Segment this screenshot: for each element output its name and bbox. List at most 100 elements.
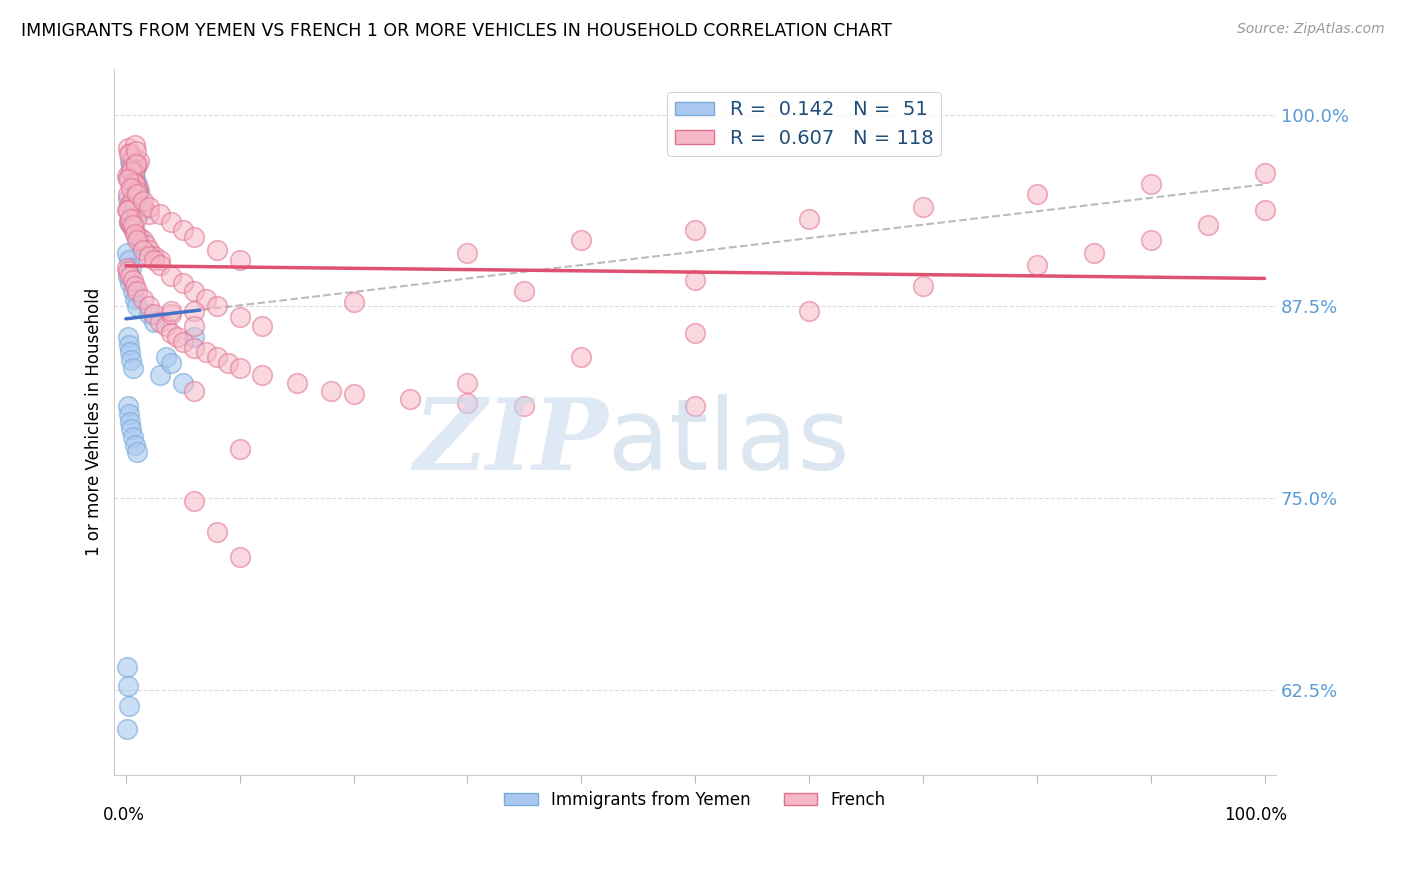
Point <box>118 169 141 183</box>
Point <box>120 153 142 168</box>
Point <box>1139 234 1161 248</box>
Point <box>194 345 217 359</box>
Point <box>143 249 166 263</box>
Point <box>797 211 820 226</box>
Point <box>149 253 172 268</box>
Point <box>124 437 146 451</box>
Point <box>129 238 152 252</box>
Point <box>127 284 149 298</box>
Point <box>120 268 142 283</box>
Point <box>194 292 217 306</box>
Point <box>121 161 143 176</box>
Point <box>121 284 143 298</box>
Point <box>121 430 143 444</box>
Point <box>121 164 143 178</box>
Point <box>132 194 155 208</box>
Point <box>160 268 183 283</box>
Point <box>127 234 149 248</box>
Point <box>160 326 183 340</box>
Point <box>138 307 160 321</box>
Point <box>122 166 145 180</box>
Point <box>120 200 142 214</box>
Point <box>121 261 143 276</box>
Point <box>118 215 141 229</box>
Point <box>117 399 139 413</box>
Point <box>911 279 934 293</box>
Text: Source: ZipAtlas.com: Source: ZipAtlas.com <box>1237 22 1385 37</box>
Point <box>252 319 274 334</box>
Point <box>120 211 142 226</box>
Point <box>117 330 139 344</box>
Point <box>117 192 139 206</box>
Point <box>132 234 155 248</box>
Point <box>132 292 155 306</box>
Point <box>118 147 141 161</box>
Point <box>118 253 141 268</box>
Point <box>319 384 342 398</box>
Point <box>124 138 146 153</box>
Point <box>124 279 146 293</box>
Point <box>122 222 145 236</box>
Point <box>143 315 166 329</box>
Point <box>118 407 141 421</box>
Point <box>456 376 478 391</box>
Point <box>127 445 149 459</box>
Point <box>683 222 706 236</box>
Point <box>911 200 934 214</box>
Point <box>160 304 183 318</box>
Point <box>797 304 820 318</box>
Point <box>117 679 139 693</box>
Point <box>125 157 148 171</box>
Point <box>683 326 706 340</box>
Point <box>120 415 142 429</box>
Point <box>121 151 143 165</box>
Point <box>125 211 148 226</box>
Point <box>155 319 177 334</box>
Point <box>118 215 141 229</box>
Point <box>135 238 157 252</box>
Point <box>138 207 160 221</box>
Point <box>121 218 143 232</box>
Point <box>205 350 228 364</box>
Point <box>115 169 138 183</box>
Point <box>117 187 139 202</box>
Point <box>569 234 592 248</box>
Point <box>121 273 143 287</box>
Point <box>132 243 155 257</box>
Point <box>149 258 172 272</box>
Point <box>342 294 364 309</box>
Point <box>128 230 150 244</box>
Point <box>228 549 250 564</box>
Text: IMMIGRANTS FROM YEMEN VS FRENCH 1 OR MORE VEHICLES IN HOUSEHOLD CORRELATION CHAR: IMMIGRANTS FROM YEMEN VS FRENCH 1 OR MOR… <box>21 22 891 40</box>
Point <box>228 253 250 268</box>
Point <box>121 207 143 221</box>
Point <box>183 319 205 334</box>
Y-axis label: 1 or more Vehicles in Household: 1 or more Vehicles in Household <box>86 287 103 556</box>
Point <box>285 376 308 391</box>
Point <box>1253 166 1275 180</box>
Point <box>128 153 150 168</box>
Point <box>128 184 150 198</box>
Point <box>183 494 205 508</box>
Point <box>217 356 239 370</box>
Point <box>513 399 536 413</box>
Point <box>1139 177 1161 191</box>
Point <box>115 722 138 736</box>
Point <box>1253 202 1275 217</box>
Point <box>118 172 141 186</box>
Point <box>172 222 194 236</box>
Point <box>183 384 205 398</box>
Point <box>149 207 172 221</box>
Point <box>1197 218 1219 232</box>
Point <box>121 218 143 232</box>
Point <box>456 245 478 260</box>
Point <box>118 698 141 713</box>
Point <box>228 442 250 457</box>
Point <box>115 202 138 217</box>
Text: ZIP: ZIP <box>413 394 607 491</box>
Point <box>132 200 155 214</box>
Point <box>160 307 183 321</box>
Point <box>120 277 142 291</box>
Point <box>252 368 274 383</box>
Point <box>121 161 143 176</box>
